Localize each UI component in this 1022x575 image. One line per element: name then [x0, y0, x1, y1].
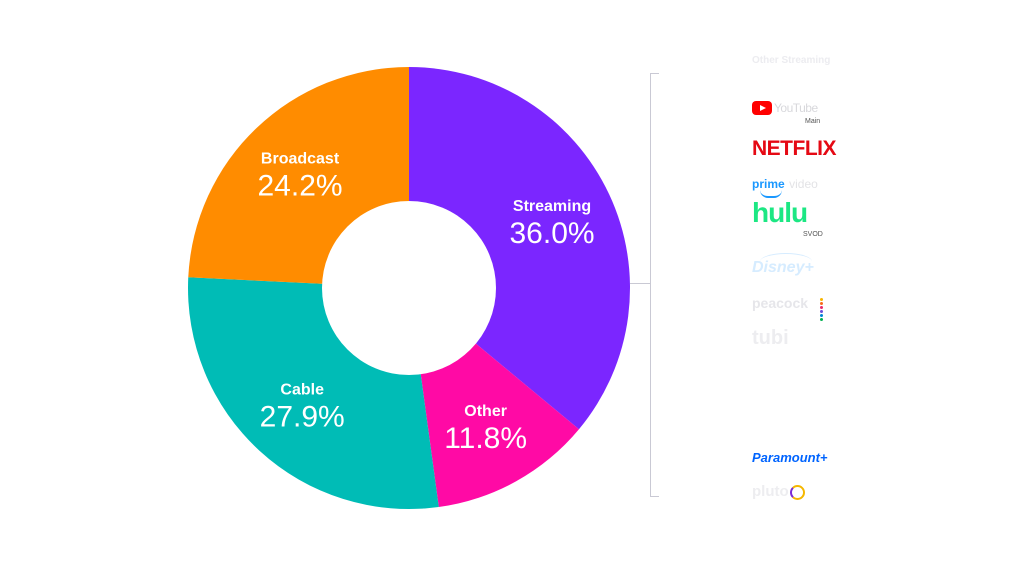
youtube-sub: Main: [805, 118, 821, 125]
legend-header: Other Streaming: [752, 55, 831, 66]
donut-hole: [322, 201, 496, 375]
pluto-ring-icon: [789, 484, 805, 500]
slice-label-cable: Cable: [280, 381, 324, 398]
prime-smile-icon: [760, 190, 782, 198]
prime-text: prime: [752, 177, 785, 191]
prime-video-text: video: [789, 177, 818, 191]
youtube-play-icon: [752, 101, 772, 115]
disney-arc-icon: [760, 253, 812, 270]
slice-label-streaming: Streaming: [513, 198, 591, 215]
pluto-logo: pluto: [752, 483, 805, 500]
netflix-logo: NETFLIX: [752, 137, 837, 160]
youtube-text: YouTube: [774, 101, 818, 115]
slice-value-other: 11.8%: [444, 422, 527, 455]
youtube-logo: YouTube: [752, 101, 818, 115]
hulu-sub: SVOD: [803, 231, 823, 238]
hulu-logo: hulu: [752, 197, 808, 228]
prime-video-logo: prime video: [752, 175, 818, 198]
slice-label-other: Other: [464, 403, 507, 420]
pluto-text: pluto: [752, 483, 789, 500]
peacock-logo: peacock: [752, 295, 823, 321]
paramount-plus-logo: Paramount+: [752, 450, 828, 465]
peacock-text: peacock: [752, 295, 809, 311]
slice-label-broadcast: Broadcast: [261, 151, 340, 168]
tubi-logo: tubi: [752, 327, 789, 349]
slice-labels: Streaming 36.0% Other 11.8% Cable 27.9% Broadc…: [257, 151, 594, 456]
bracket-connector: [630, 283, 650, 284]
slice-value-cable: 27.9%: [260, 400, 345, 433]
peacock-dots-icon: [820, 298, 823, 322]
slice-value-streaming: 36.0%: [509, 217, 594, 250]
disney-plus-logo: Disney+: [752, 253, 814, 277]
slice-value-broadcast: 24.2%: [257, 170, 342, 203]
slice-streaming: [409, 67, 630, 430]
streaming-bracket: [650, 73, 659, 497]
